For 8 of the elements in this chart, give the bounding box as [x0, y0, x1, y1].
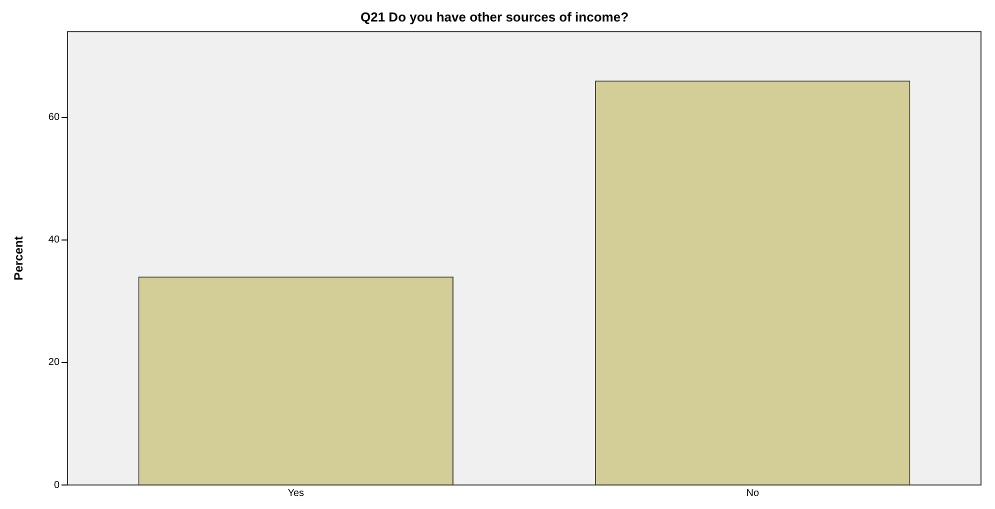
- x-tick-label: No: [746, 488, 760, 499]
- y-tick-label: 60: [48, 112, 60, 124]
- y-tick-label: 40: [48, 234, 60, 246]
- y-tick-label: 20: [48, 357, 60, 368]
- y-axis-title: Percent: [12, 236, 26, 280]
- y-tick-label: 0: [54, 480, 60, 491]
- x-tick-label: Yes: [288, 488, 304, 499]
- chart-title: Q21 Do you have other sources of income?: [360, 9, 629, 24]
